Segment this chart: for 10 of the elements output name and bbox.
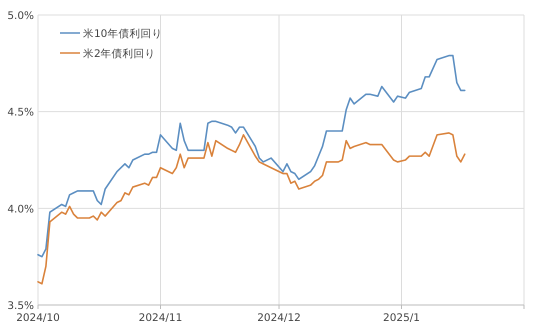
y-tick-label: 3.5% [7,300,34,312]
legend-label: 米10年債利回り [83,27,162,40]
y-tick-label: 5.0% [7,10,34,22]
legend-label: 米2年債利回り [83,47,156,60]
x-tick-label: 2024/11 [138,312,182,324]
y-tick-label: 4.0% [7,203,34,216]
y-tick-label: 4.5% [7,106,34,119]
x-tick-label: 2024/10 [16,312,60,324]
x-tick-label: 2025/1 [383,312,420,324]
x-tick-label: 2024/12 [257,312,301,324]
